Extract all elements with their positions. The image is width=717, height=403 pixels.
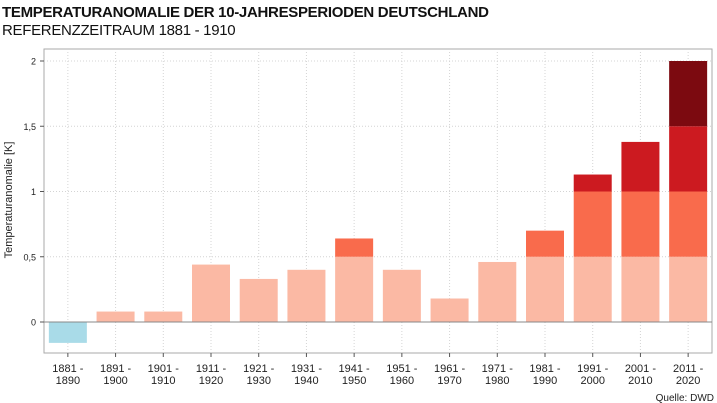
grid <box>43 48 713 354</box>
y-tick-label: 1 <box>31 187 36 197</box>
x-tick-label: 1901 - <box>148 363 180 375</box>
x-tick-label: 2010 <box>628 375 652 387</box>
y-tick-label: 0,5 <box>23 252 36 262</box>
chart-subtitle: REFERENZZEITRAUM 1881 - 1910 <box>2 22 236 39</box>
x-tick-label: 1940 <box>294 375 318 387</box>
bar-segment <box>621 191 660 257</box>
x-tick-label: 2000 <box>580 375 604 387</box>
bar-segment <box>669 126 708 192</box>
x-tick-label: 1990 <box>533 375 557 387</box>
x-tick-label: 1920 <box>199 375 223 387</box>
x-tick-label: 1910 <box>151 375 175 387</box>
bar-segment <box>669 256 708 322</box>
x-tick-label: 1970 <box>437 375 461 387</box>
x-tick-label: 1900 <box>103 375 127 387</box>
bar-negative <box>48 322 87 343</box>
bar-segment <box>669 61 708 127</box>
axes: 0 0,5 1 1,5 2 1881 -1890 1891 -1900 1901 -1910 1… <box>23 57 712 387</box>
chart-title: TEMPERATURANOMALIE DER 10-JAHRESPERIODEN… <box>2 4 489 21</box>
y-tick-label: 1,5 <box>23 122 36 132</box>
bar-segment <box>192 264 230 322</box>
bar-segment <box>621 256 660 322</box>
x-tick-label: 1960 <box>390 375 414 387</box>
x-tick-label: 1930 <box>246 375 270 387</box>
bar-segment <box>478 261 517 322</box>
x-tick-label: 1991 - <box>577 363 609 375</box>
x-tick-label: 1980 <box>485 375 509 387</box>
x-tick-label: 1961 - <box>434 363 466 375</box>
plot-frame <box>43 48 713 354</box>
bar-segment <box>526 256 564 322</box>
bar-segment <box>621 141 660 192</box>
source-note: Quelle: DWD <box>656 393 714 403</box>
y-tick-label: 0 <box>31 318 36 328</box>
x-tick-label: 2011 - <box>673 363 704 375</box>
x-tick-label: 1921 - <box>243 363 275 375</box>
bar-segment <box>382 269 421 322</box>
x-tick-label: 1911 - <box>196 363 227 375</box>
bars <box>48 61 708 343</box>
x-tick-label: 1931 - <box>291 363 323 375</box>
bar-segment <box>573 174 612 192</box>
bar-segment <box>239 278 278 322</box>
bar-segment <box>430 298 469 322</box>
bar-segment <box>287 269 326 322</box>
y-tick-label: 2 <box>31 57 36 67</box>
x-tick-label: 1890 <box>56 375 80 387</box>
bar-segment <box>335 238 374 257</box>
x-tick-label: 1951 - <box>386 363 418 375</box>
bar-segment <box>526 230 564 257</box>
x-tick-label: 2020 <box>676 375 700 387</box>
x-tick-label: 2001 - <box>625 363 657 375</box>
y-axis-label: Temperaturanomalie [K] <box>3 142 15 259</box>
x-tick-label: 1891 - <box>100 363 132 375</box>
x-tick-label: 1971 - <box>482 363 514 375</box>
x-tick-label: 1950 <box>342 375 366 387</box>
x-tick-label: 1981 - <box>529 363 561 375</box>
bar-segment <box>96 311 135 322</box>
bar-segment <box>144 311 183 322</box>
bar-segment <box>573 191 612 257</box>
bar-segment <box>669 191 708 257</box>
x-tick-label: 1941 - <box>339 363 371 375</box>
bar-segment <box>335 256 374 322</box>
x-tick-label: 1881 - <box>52 363 84 375</box>
bar-segment <box>573 256 612 322</box>
